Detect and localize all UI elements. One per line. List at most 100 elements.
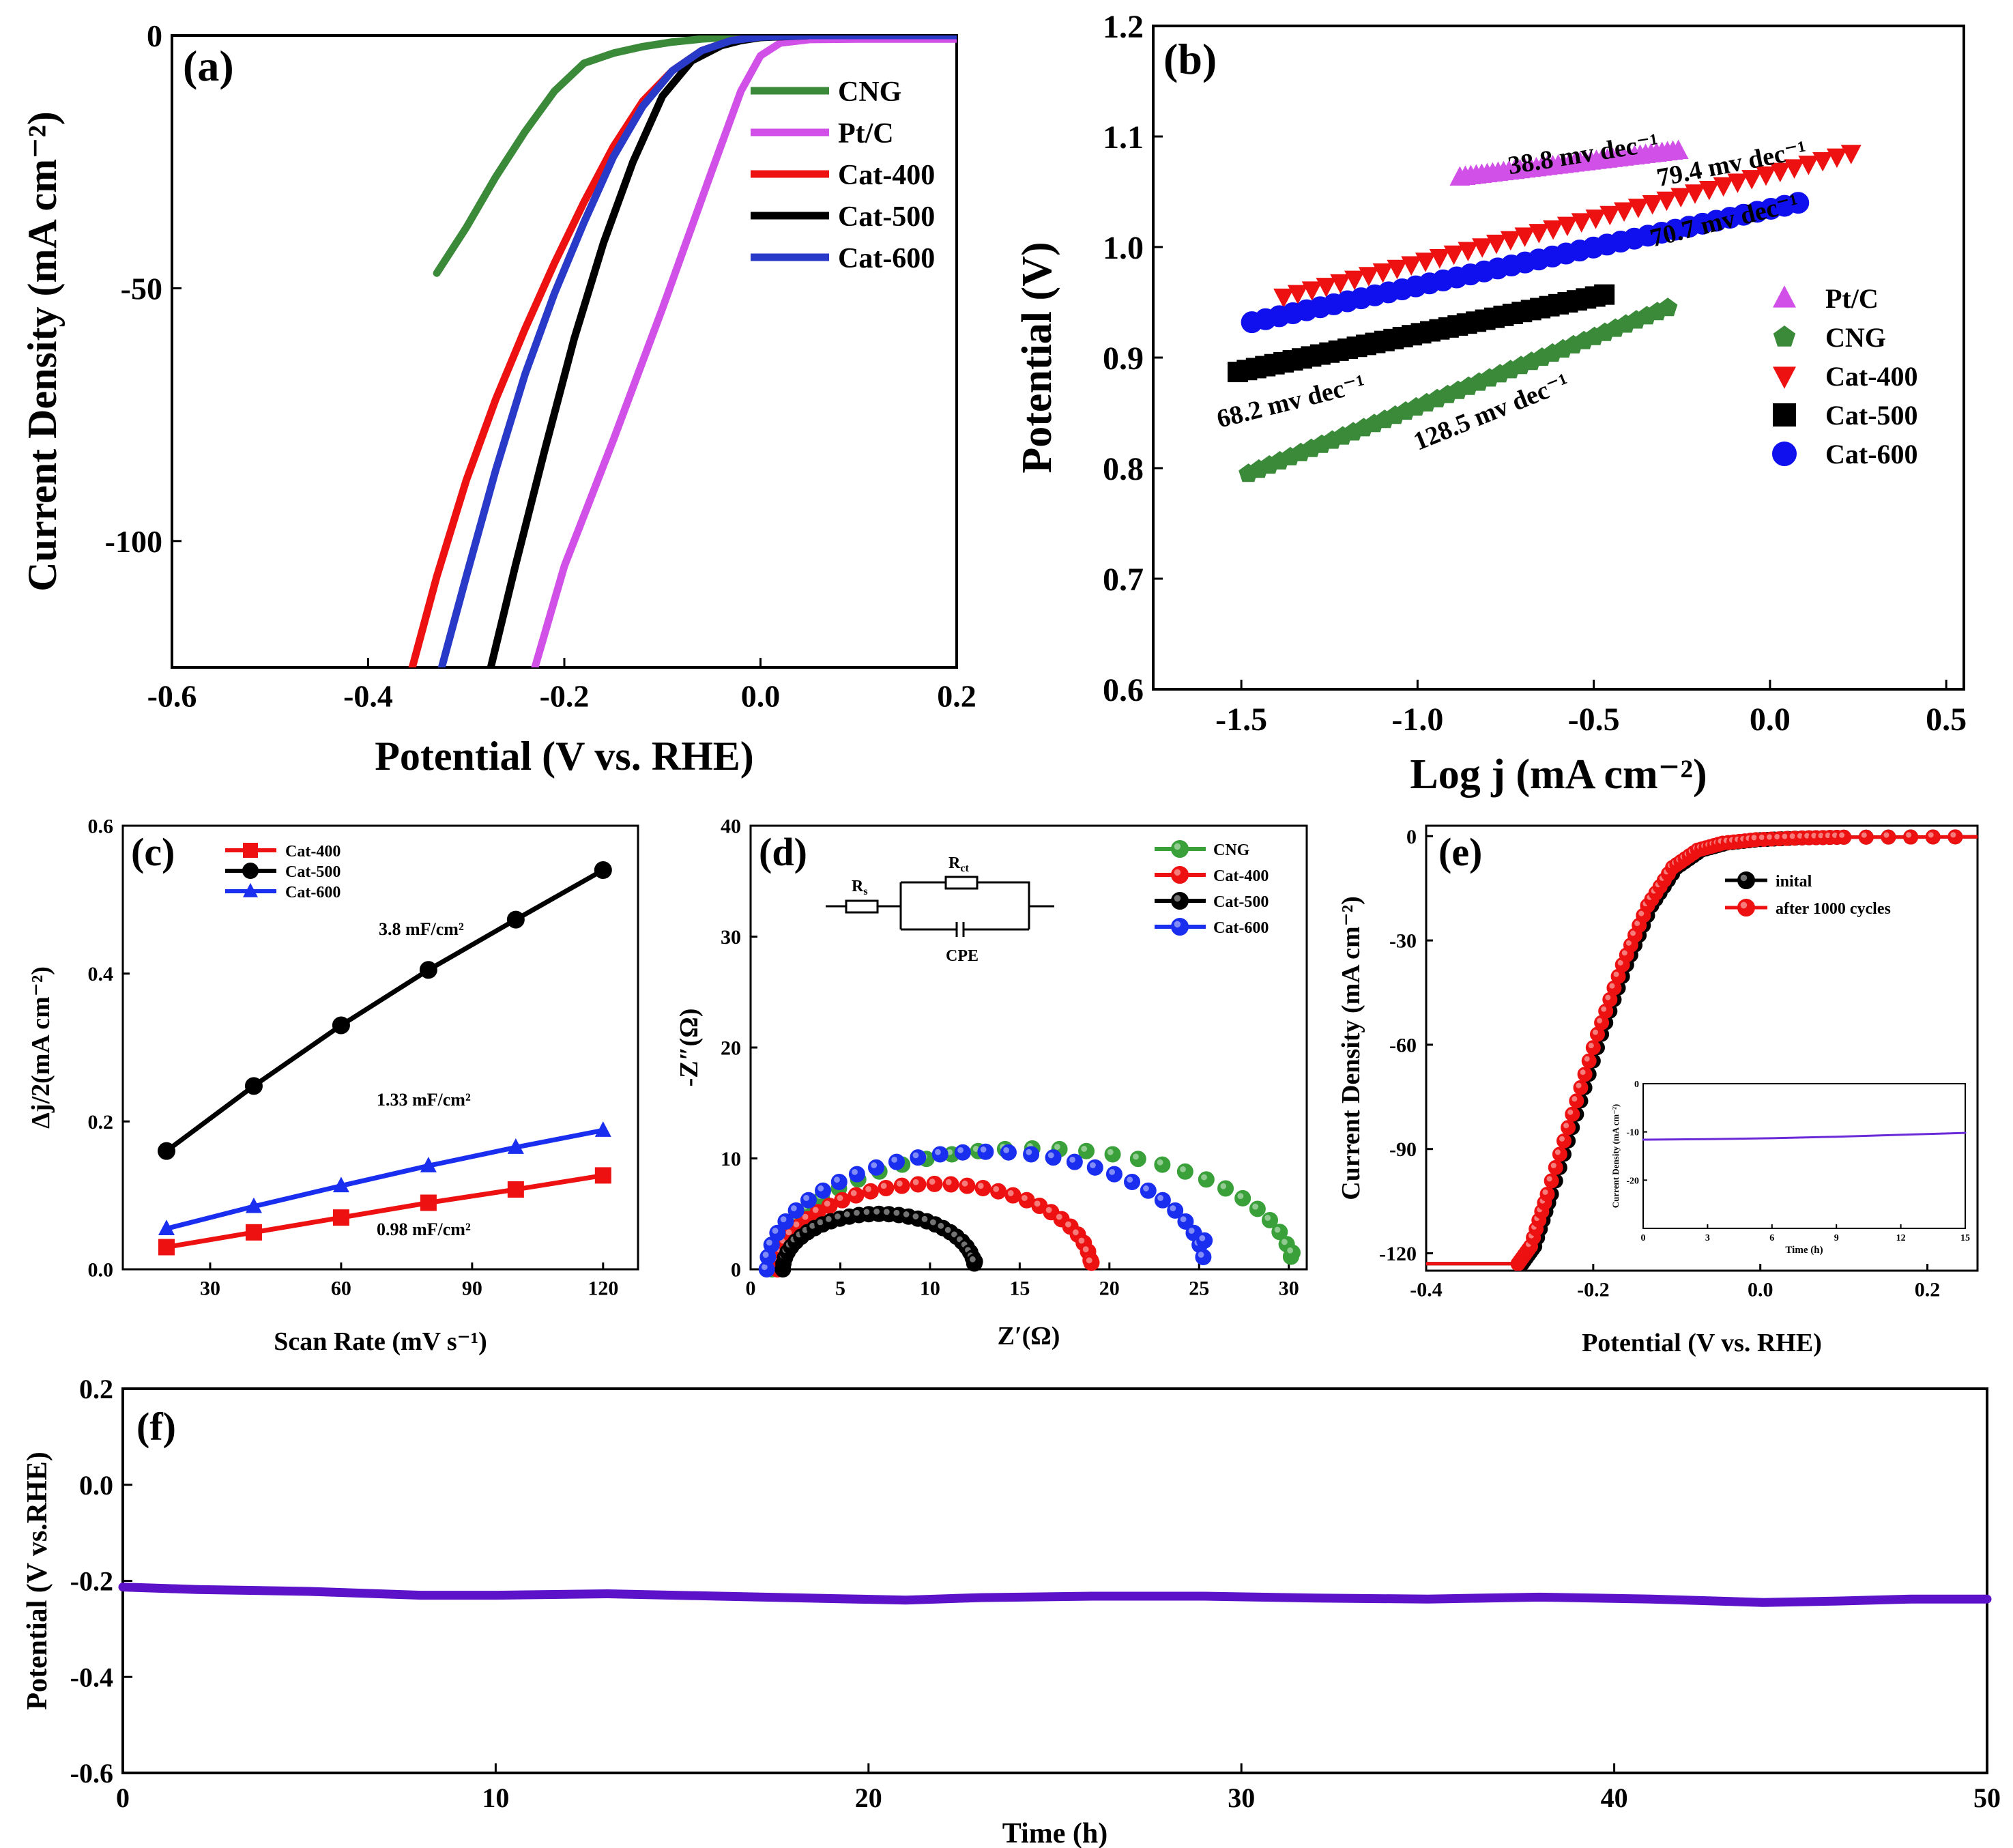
data-point — [1594, 284, 1615, 305]
y-tick-label: -0.4 — [70, 1662, 113, 1692]
y-tick-label: 0.8 — [1103, 451, 1144, 487]
data-point-highlight — [977, 1183, 984, 1189]
y-tick-label: -90 — [1389, 1138, 1417, 1161]
data-point — [1105, 1166, 1123, 1183]
data-point — [1657, 298, 1678, 317]
data-point-highlight — [835, 1213, 841, 1219]
data-point — [1284, 1244, 1301, 1261]
legend-marker-highlight — [1174, 869, 1181, 876]
legend-marker — [1171, 892, 1189, 910]
data-point-highlight — [1188, 1228, 1195, 1234]
data-point — [926, 1175, 943, 1192]
data-point — [1458, 242, 1479, 261]
data-point — [830, 1173, 848, 1190]
data-point — [1262, 1211, 1279, 1228]
data-point-highlight — [1021, 1195, 1028, 1201]
data-point — [1045, 1149, 1062, 1166]
data-point-highlight — [1090, 1162, 1096, 1168]
data-point — [1556, 1133, 1572, 1149]
data-point-highlight — [1811, 833, 1817, 839]
data-point-highlight — [935, 1149, 941, 1155]
data-point — [1023, 1146, 1040, 1163]
x-tick-label: 10 — [482, 1782, 509, 1813]
y-tick-label: -120 — [1379, 1243, 1417, 1265]
data-point — [954, 1144, 971, 1161]
data-point-highlight — [1201, 1174, 1207, 1181]
data-point — [1858, 829, 1874, 845]
data-point — [158, 1239, 175, 1256]
data-point-highlight — [1950, 832, 1956, 838]
data-point — [1561, 1120, 1576, 1136]
data-point — [332, 1016, 350, 1035]
x-axis-label: Scan Rate (mV s⁻¹) — [274, 1327, 487, 1356]
data-point — [1925, 829, 1941, 845]
y-tick-label: 20 — [721, 1037, 741, 1060]
data-point — [1544, 1173, 1559, 1189]
panel-e: -0.4 -0.2 0.0 0.2 0 -30 -60 -90 -120 Potential (V… — [1337, 824, 1979, 1357]
data-point — [1685, 184, 1706, 204]
x-tick-label: -0.4 — [1410, 1279, 1443, 1301]
data-point — [942, 1176, 959, 1193]
data-point — [1585, 1040, 1601, 1056]
data-point — [1881, 829, 1896, 845]
series-Cat-400 — [158, 1167, 611, 1256]
data-point — [1387, 259, 1408, 280]
data-point-highlight — [929, 1179, 936, 1185]
data-point-highlight — [1133, 1153, 1139, 1160]
data-point-highlight — [912, 1213, 919, 1219]
y-tick-label: 0.0 — [88, 1259, 114, 1282]
legend-label: Cat-500 — [285, 863, 341, 881]
x-tick-label: 120 — [588, 1277, 618, 1300]
x-axis-label: Potential (V vs. RHE) — [1582, 1329, 1822, 1357]
panel-d: 0 5 10 15 20 25 30 0 10 20 30 40 Z′(Ω) -Z″(Ω) (d) Rs Rct… — [675, 815, 1308, 1351]
data-point-highlight — [1220, 1183, 1227, 1189]
x-tick-label: 40 — [1601, 1782, 1628, 1813]
y-tick-label: 0 — [147, 18, 162, 53]
x-tick-label: 30 — [200, 1277, 220, 1300]
data-point — [977, 1143, 994, 1160]
data-point-highlight — [1127, 1176, 1133, 1183]
data-point-highlight — [1567, 1109, 1574, 1115]
series-Cat-500 — [157, 861, 612, 1160]
legend-marker — [1737, 871, 1755, 889]
data-point — [1614, 202, 1635, 222]
x-tick-label: 9 — [1834, 1233, 1839, 1243]
data-point-highlight — [883, 1209, 890, 1215]
data-point-highlight — [1056, 1213, 1062, 1220]
data-point — [332, 1176, 349, 1193]
y-tick-label: 40 — [721, 815, 741, 838]
y-axis-label: Current Density (mA cm⁻²) — [20, 111, 65, 591]
data-point-highlight — [1045, 1207, 1052, 1213]
data-point — [848, 1187, 865, 1204]
data-point — [1784, 159, 1805, 179]
data-point — [1840, 145, 1862, 164]
data-point — [1198, 1171, 1215, 1188]
data-point-highlight — [1789, 833, 1795, 839]
data-point — [1486, 234, 1507, 255]
data-point-highlight — [1034, 1200, 1041, 1207]
data-point — [1154, 1156, 1171, 1173]
data-point-highlight — [865, 1185, 872, 1192]
data-point — [594, 861, 612, 879]
data-point — [1826, 148, 1847, 169]
data-point-highlight — [1199, 1235, 1206, 1241]
rs-resistor — [845, 899, 879, 914]
x-tick-label: 20 — [1099, 1277, 1120, 1300]
data-point — [1577, 1067, 1593, 1082]
legend-label: Cat-500 — [838, 201, 935, 233]
x-tick-label: 30 — [1279, 1277, 1299, 1300]
series-line — [164, 1127, 606, 1231]
data-point — [1443, 245, 1464, 265]
y-tick-label: 30 — [721, 926, 741, 949]
data-point — [1581, 1053, 1597, 1069]
data-point-highlight — [1081, 1146, 1088, 1152]
data-point-highlight — [951, 1231, 957, 1238]
series-Cat-600 — [758, 1143, 1213, 1277]
data-point — [1358, 267, 1379, 287]
data-point-highlight — [825, 1215, 832, 1222]
legend-marker — [243, 843, 258, 858]
data-point-highlight — [817, 1219, 824, 1226]
data-point-highlight — [993, 1185, 1000, 1192]
data-point — [769, 1224, 786, 1241]
series-Pt/C — [1449, 139, 1689, 186]
